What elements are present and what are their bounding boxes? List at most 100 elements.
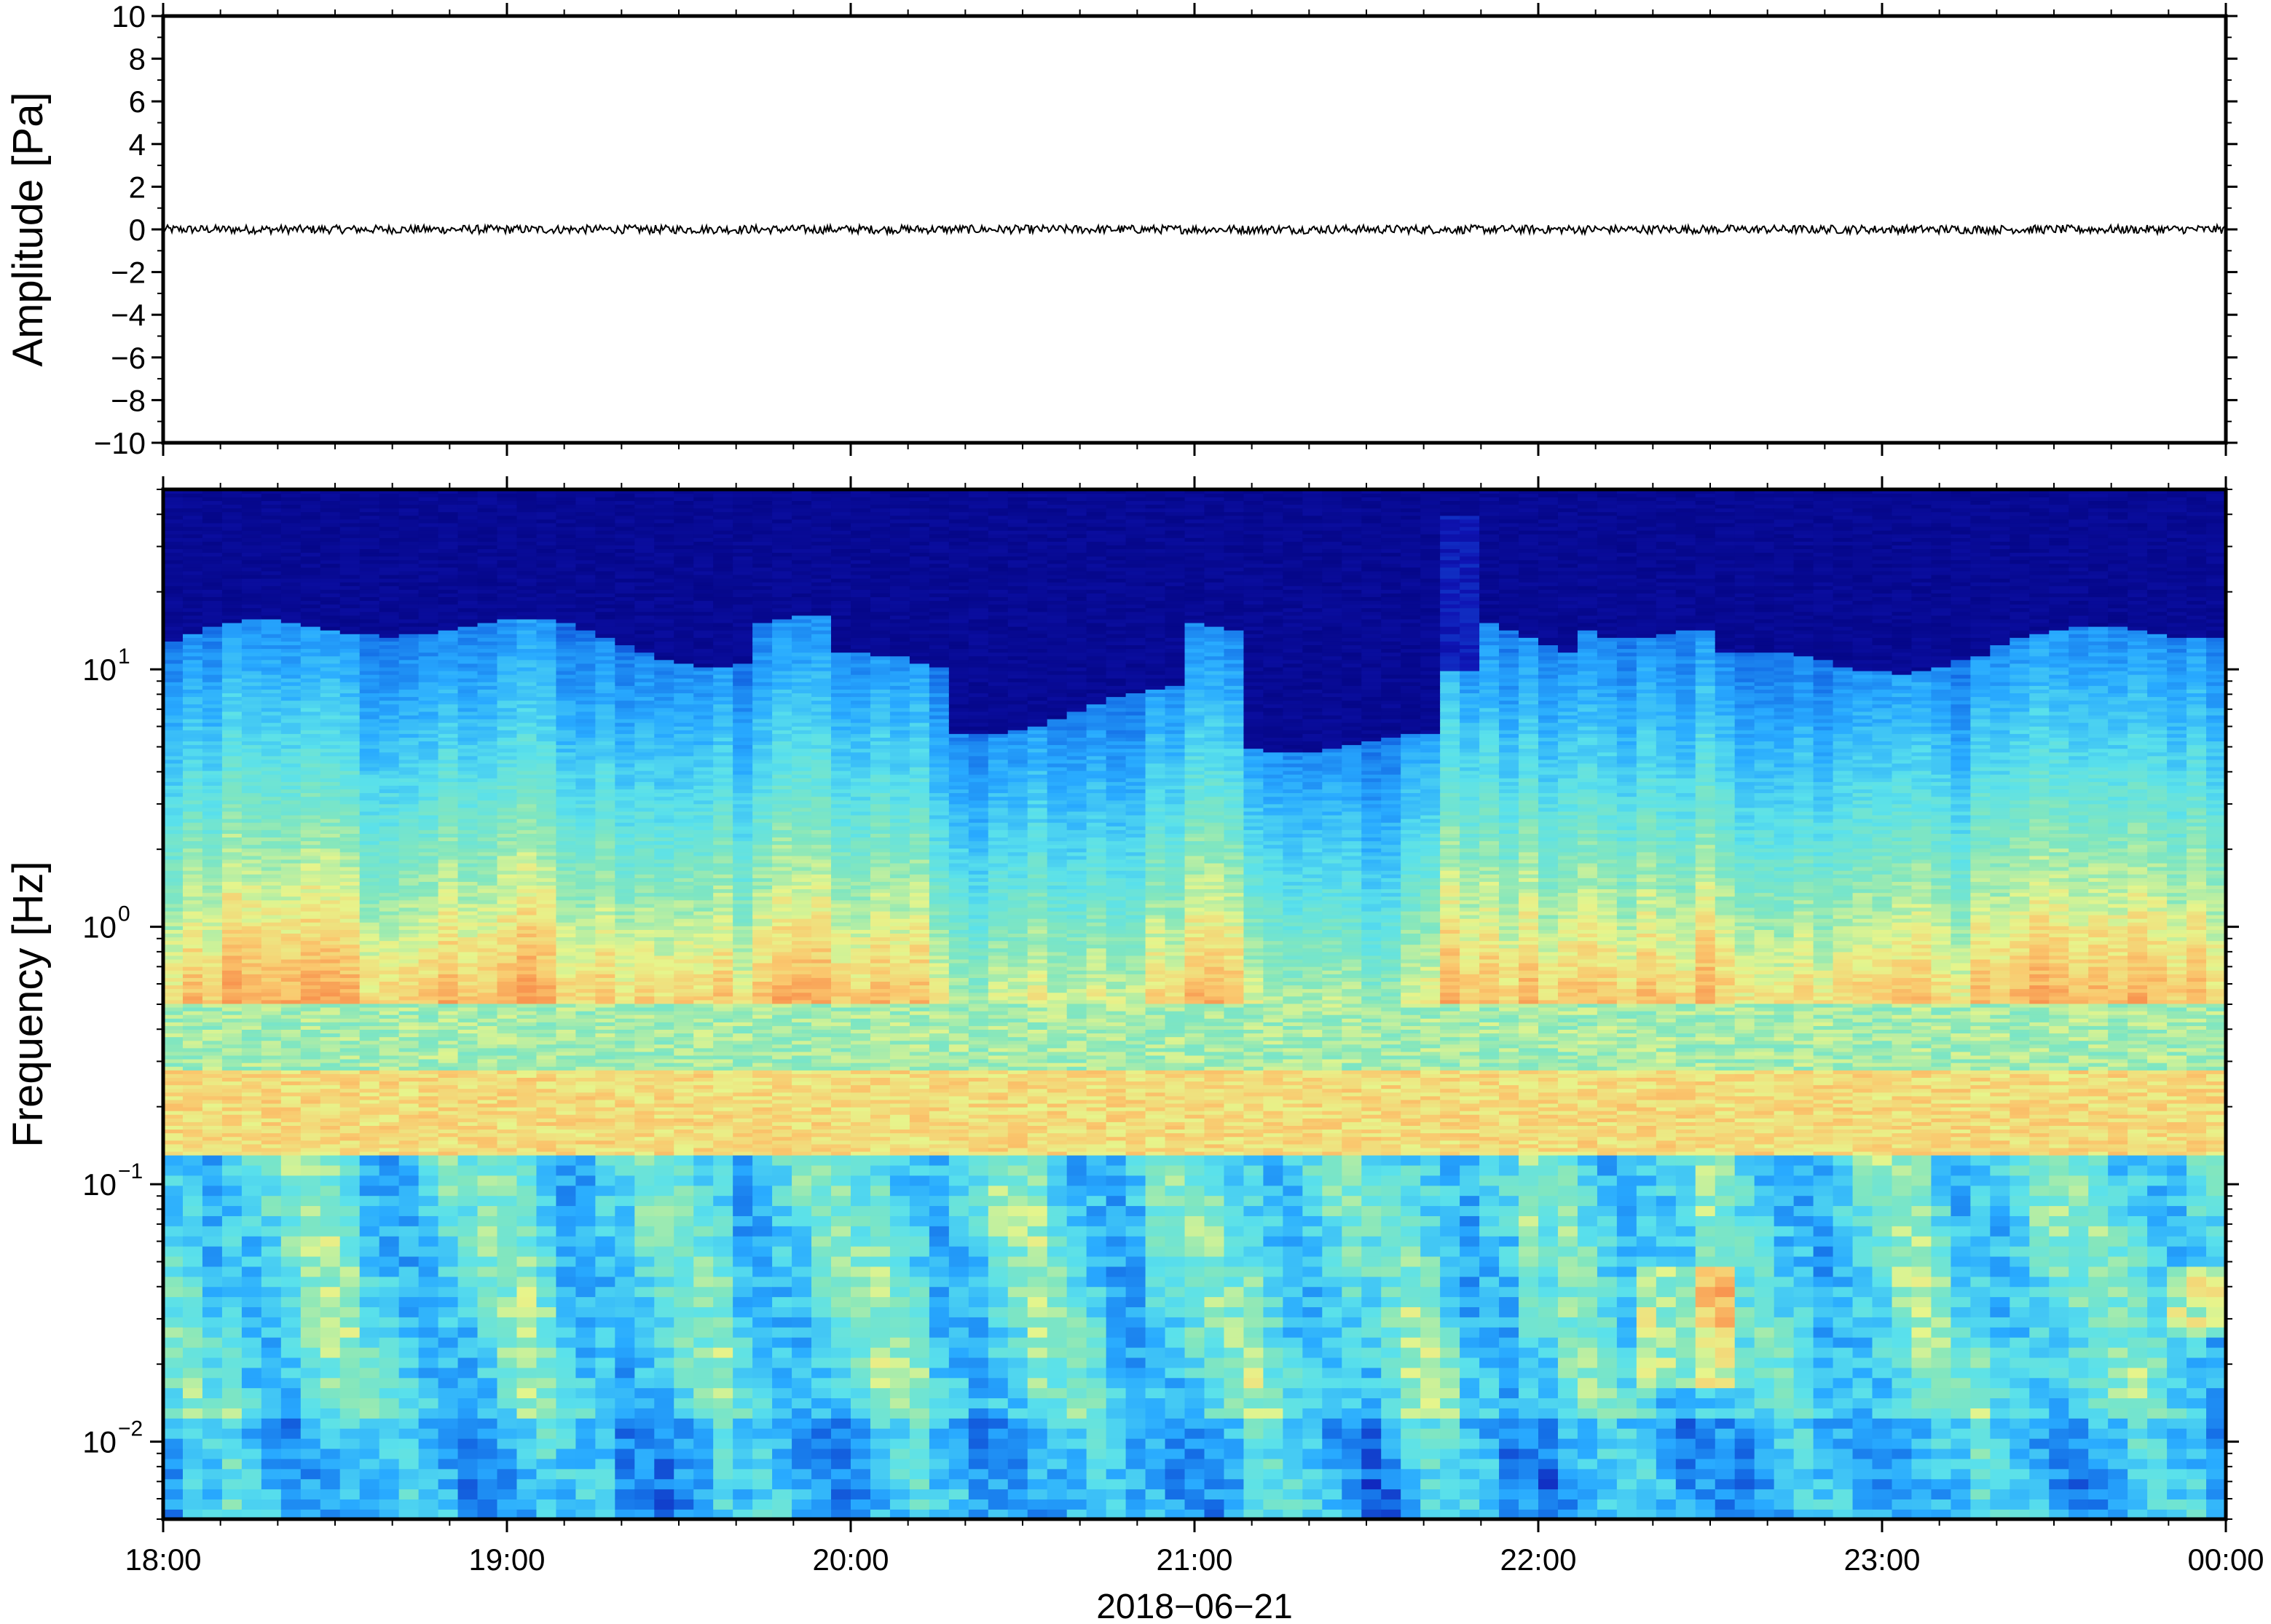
spectrogram-cell	[399, 1277, 420, 1288]
spectrogram-cell	[379, 933, 400, 937]
spectrogram-cell	[516, 826, 537, 830]
spectrogram-cell	[478, 1011, 498, 1015]
spectrogram-cell	[379, 955, 400, 960]
spectrogram-cell	[419, 856, 439, 860]
spectrogram-cell	[360, 1052, 380, 1056]
spectrogram-cell	[340, 781, 361, 786]
spectrogram-cell	[281, 1144, 302, 1148]
spectrogram-cell	[516, 926, 537, 930]
spectrogram-cell	[458, 1398, 479, 1408]
spectrogram-cell	[202, 1144, 223, 1148]
spectrogram-cell	[301, 1081, 321, 1085]
spectrogram-cell	[281, 1408, 302, 1419]
spectrogram-cell	[379, 1036, 400, 1041]
spectrogram-cell	[379, 840, 400, 845]
spectrogram-cell	[320, 1337, 341, 1348]
spectrogram-cell	[379, 948, 400, 953]
spectrogram-cell	[419, 1011, 439, 1015]
spectrogram-cell	[497, 1052, 518, 1056]
spectrogram-cell	[281, 892, 302, 896]
spectrogram-cell	[183, 1317, 203, 1328]
spectrogram-cell	[242, 519, 262, 524]
spectrogram-cell	[222, 696, 243, 701]
spectrogram-cell	[183, 1044, 203, 1049]
spectrogram-cell	[516, 1398, 537, 1408]
spectrogram-cell	[497, 600, 518, 604]
spectrogram-cell	[458, 822, 479, 827]
spectrogram-cell	[399, 808, 420, 812]
spectrogram-cell	[438, 833, 459, 837]
spectrogram-cell	[379, 741, 400, 745]
spectrogram-cell	[438, 748, 459, 752]
spectrogram-cell	[183, 881, 203, 886]
spectrogram-cell	[183, 756, 203, 760]
spectrogram-cell	[242, 582, 262, 586]
spectrogram-cell	[301, 1022, 321, 1026]
spectrogram-cell	[163, 826, 184, 830]
spectrogram-cell	[163, 1007, 184, 1012]
spectrogram-cell	[399, 948, 420, 953]
spectrogram-cell	[281, 1063, 302, 1067]
spectrogram-cell	[222, 1226, 243, 1237]
spectrogram-cell	[438, 660, 459, 664]
spectrogram-cell	[379, 800, 400, 804]
spectrogram-cell	[478, 1084, 498, 1089]
spectrogram-cell	[458, 582, 479, 586]
spectrogram-cell	[183, 1122, 203, 1126]
spectrogram-cell	[202, 1007, 223, 1012]
spectrogram-cell	[497, 1387, 518, 1398]
spectrogram-cell	[360, 652, 380, 656]
spectrogram-cell	[183, 630, 203, 634]
spectrogram-cell	[281, 959, 302, 963]
spectrogram-cell	[360, 1040, 380, 1044]
spectrogram-cell	[281, 907, 302, 912]
spectrogram-cell	[419, 844, 439, 848]
spectrogram-cell	[183, 808, 203, 812]
spectrogram-cell	[340, 674, 361, 679]
spectrogram-cell	[320, 575, 341, 579]
spectrogram-cell	[478, 840, 498, 845]
spectrogram-cell	[536, 737, 556, 741]
spectrogram-cell	[281, 1055, 302, 1060]
spectrogram-cell	[163, 1029, 184, 1033]
spectrogram-cell	[458, 1459, 479, 1470]
spectrogram-cell	[183, 652, 203, 656]
spectrogram-cell	[478, 848, 498, 852]
spectrogram-cell	[419, 578, 439, 583]
spectrogram-cell	[478, 663, 498, 668]
spectrogram-cell	[379, 874, 400, 878]
spectrogram-cell	[497, 715, 518, 720]
spectrogram-cell	[202, 700, 223, 704]
spectrogram-cell	[242, 556, 262, 560]
spectrogram-cell	[222, 1140, 243, 1145]
spectrogram-cell	[360, 767, 380, 771]
spectrogram-cell	[340, 1195, 361, 1206]
spectrogram-cell	[320, 885, 341, 889]
spectrogram-cell	[242, 1428, 262, 1439]
spectrogram-cell	[419, 1215, 439, 1226]
spectrogram-cell	[478, 1144, 498, 1148]
spectrogram-panel: 10−210−1100101 18:00 19:00 20:00 21:00 22:00…	[4, 476, 2264, 1624]
spectrogram-cell	[516, 1107, 537, 1111]
spectrogram-cell	[419, 1306, 439, 1317]
spectrogram-cell	[497, 937, 518, 941]
spectrogram-cell	[458, 1070, 479, 1074]
spectrogram-cell	[320, 955, 341, 960]
spectrogram-cell	[301, 826, 321, 830]
spectrogram-cell	[438, 1306, 459, 1317]
spectrogram-cell	[536, 715, 556, 720]
spectrogram-cell	[438, 1025, 459, 1030]
spectrogram-cell	[183, 867, 203, 871]
spectrogram-cell	[360, 508, 380, 512]
spectrogram-cell	[163, 596, 184, 601]
spectrogram-cell	[340, 1337, 361, 1348]
spectrogram-cell	[478, 1478, 498, 1489]
spectrogram-cell	[340, 537, 361, 542]
spectrogram-cell	[340, 571, 361, 575]
spectrogram-cell	[419, 981, 439, 985]
spectrogram-cell	[516, 541, 537, 545]
spectrogram-cell	[516, 708, 537, 712]
spectrogram-cell	[202, 819, 223, 823]
spectrogram-cell	[202, 537, 223, 542]
spectrogram-cell	[261, 885, 282, 889]
